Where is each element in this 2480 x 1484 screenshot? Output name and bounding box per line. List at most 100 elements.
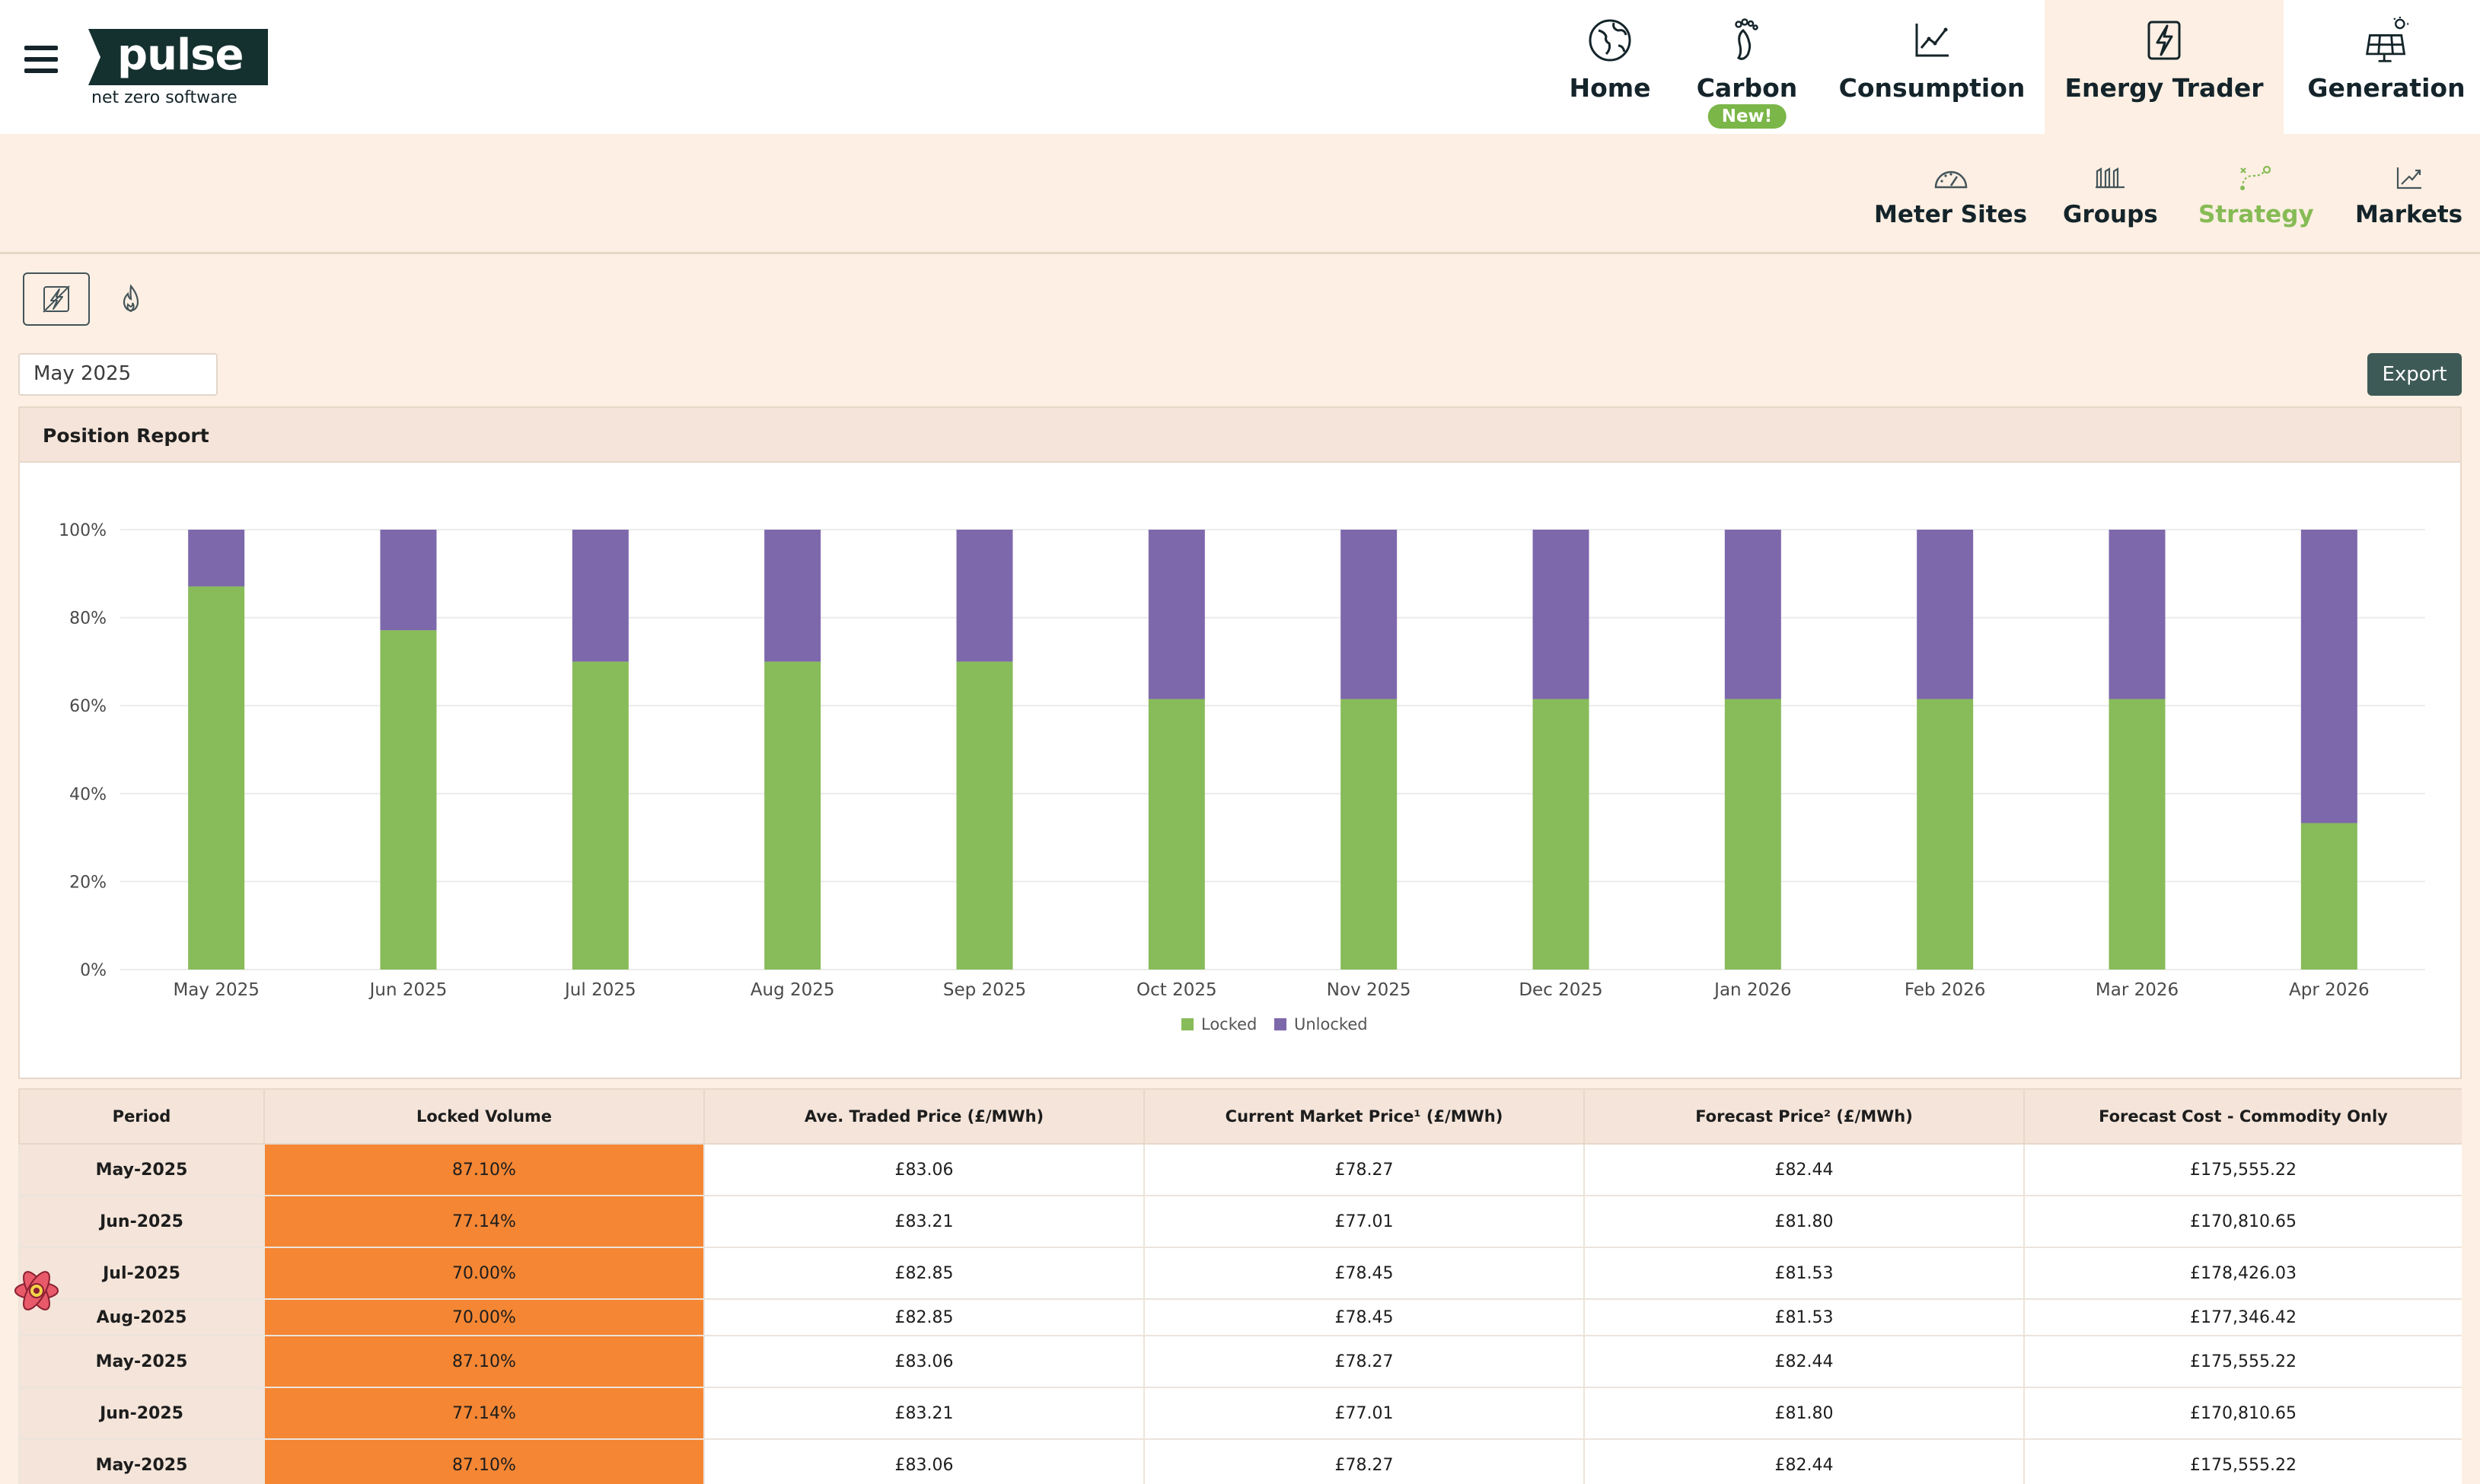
- subnav-groups[interactable]: Groups: [2063, 164, 2158, 228]
- bar-locked: [2300, 823, 2357, 970]
- x-tick-label: Aug 2025: [751, 980, 835, 1000]
- menu-icon[interactable]: [24, 46, 58, 73]
- solar-panel-icon: [2363, 17, 2410, 64]
- x-tick-label: Feb 2026: [1905, 980, 1986, 1000]
- nav-home[interactable]: Home: [1553, 0, 1667, 134]
- col-header-forecast-cost[interactable]: Forecast Cost - Commodity Only: [2023, 1088, 2462, 1145]
- month-picker[interactable]: May 2025: [18, 353, 218, 396]
- cell-period: May-2025: [18, 1335, 265, 1388]
- x-tick-label: Sep 2025: [943, 980, 1026, 1000]
- cell-period: May-2025: [18, 1143, 265, 1196]
- cell-current-market-price: £78.27: [1143, 1143, 1585, 1196]
- cell-ave-traded-price: £83.06: [703, 1143, 1145, 1196]
- cell-forecast-cost: £170,810.65: [2023, 1195, 2462, 1248]
- electricity-icon: [43, 285, 70, 313]
- line-chart-icon: [1908, 17, 1956, 64]
- col-header-locked-volume[interactable]: Locked Volume: [263, 1088, 705, 1145]
- bar-locked: [1340, 699, 1398, 970]
- cell-ave-traded-price: £82.85: [703, 1298, 1145, 1336]
- cell-forecast-price: £81.53: [1583, 1247, 2025, 1300]
- cell-current-market-price: £77.01: [1143, 1195, 1585, 1248]
- subnav-markets-label: Markets: [2355, 201, 2463, 228]
- cell-period: Jun-2025: [18, 1195, 265, 1248]
- cell-locked-volume: 70.00%: [263, 1298, 705, 1336]
- bar-locked: [380, 630, 437, 970]
- groups-icon: [2092, 164, 2128, 192]
- col-header-ave-traded-price[interactable]: Ave. Traded Price (£/MWh): [703, 1088, 1145, 1145]
- export-button[interactable]: Export: [2367, 353, 2462, 396]
- table-row[interactable]: Jun-2025 77.14% £83.21 £77.01 £81.80 £170,810…: [18, 1387, 2462, 1440]
- y-tick-label: 60%: [69, 697, 107, 716]
- y-tick-label: 80%: [69, 610, 107, 629]
- cell-forecast-price: £81.80: [1583, 1387, 2025, 1440]
- cell-current-market-price: £78.45: [1143, 1298, 1585, 1336]
- col-header-period[interactable]: Period: [18, 1088, 265, 1145]
- y-tick-label: 100%: [59, 521, 107, 540]
- nav-home-label: Home: [1569, 73, 1651, 103]
- y-tick-label: 20%: [69, 873, 107, 892]
- nav-consumption-label: Consumption: [1838, 73, 2026, 103]
- brand-tagline: net zero software: [91, 88, 237, 107]
- table-row[interactable]: May-2025 87.10% £83.06 £78.27 £82.44 £175,555…: [18, 1335, 2462, 1388]
- x-tick-label: Oct 2025: [1136, 980, 1217, 1000]
- strategy-icon: [2238, 164, 2274, 192]
- legend-swatch-unlocked: [1274, 1018, 1286, 1030]
- bar-unlocked: [188, 530, 245, 587]
- x-tick-label: Nov 2025: [1327, 980, 1411, 1000]
- gas-toggle[interactable]: [107, 272, 155, 326]
- cell-forecast-price: £82.44: [1583, 1143, 2025, 1196]
- cell-locked-volume: 77.14%: [263, 1195, 705, 1248]
- table-row[interactable]: Jul-2025 70.00% £82.85 £78.45 £81.53 £178,426…: [18, 1247, 2462, 1300]
- bar-locked: [2109, 699, 2166, 970]
- col-header-current-market-price[interactable]: Current Market Price¹ (£/MWh): [1143, 1088, 1585, 1145]
- subnav-meter-sites[interactable]: Meter Sites: [1874, 164, 2027, 228]
- table-row[interactable]: May-2025 87.10% £83.06 £78.27 £82.44 £175,555…: [18, 1438, 2462, 1484]
- bar-locked: [572, 661, 629, 970]
- table-row[interactable]: Jun-2025 77.14% £83.21 £77.01 £81.80 £170,810…: [18, 1195, 2462, 1248]
- bar-locked: [956, 661, 1013, 970]
- nav-generation[interactable]: Generation: [2293, 0, 2480, 134]
- brand-logo[interactable]: pulse net zero software: [88, 29, 268, 107]
- cell-period: Jul-2025: [18, 1247, 265, 1300]
- cell-forecast-price: £81.53: [1583, 1298, 2025, 1336]
- nav-carbon-label: Carbon: [1696, 73, 1798, 103]
- bar-unlocked: [1340, 530, 1398, 699]
- x-tick-label: Jun 2025: [368, 980, 448, 1000]
- bar-unlocked: [956, 530, 1013, 662]
- col-header-forecast-price[interactable]: Forecast Price² (£/MWh): [1583, 1088, 2025, 1145]
- react-devtools-icon[interactable]: [12, 1266, 61, 1315]
- cell-forecast-cost: £178,426.03: [2023, 1247, 2462, 1300]
- bar-locked: [1917, 699, 1974, 970]
- bar-locked: [188, 586, 245, 970]
- new-badge: New!: [1707, 104, 1787, 129]
- cell-current-market-price: £78.45: [1143, 1247, 1585, 1300]
- cell-ave-traded-price: £83.21: [703, 1387, 1145, 1440]
- cell-forecast-cost: £177,346.42: [2023, 1298, 2462, 1336]
- sub-nav: Meter Sites Groups Strategy Markets: [0, 134, 2480, 254]
- cell-ave-traded-price: £83.06: [703, 1438, 1145, 1484]
- brand-name: pulse: [117, 30, 244, 80]
- subnav-strategy[interactable]: Strategy: [2198, 164, 2314, 228]
- nav-carbon[interactable]: Carbon New!: [1686, 0, 1808, 134]
- x-tick-label: Dec 2025: [1519, 980, 1602, 1000]
- cell-period: Aug-2025: [18, 1298, 265, 1336]
- subnav-strategy-label: Strategy: [2198, 201, 2314, 228]
- x-tick-label: Jul 2025: [563, 980, 636, 1000]
- table-row[interactable]: May-2025 87.10% £83.06 £78.27 £82.44 £175,555…: [18, 1143, 2462, 1196]
- cell-forecast-cost: £175,555.22: [2023, 1438, 2462, 1484]
- bar-unlocked: [1724, 530, 1781, 699]
- legend-swatch-locked: [1181, 1018, 1194, 1030]
- electricity-toggle[interactable]: [23, 272, 90, 326]
- cell-current-market-price: £77.01: [1143, 1387, 1585, 1440]
- cell-forecast-price: £82.44: [1583, 1335, 2025, 1388]
- nav-energy-trader[interactable]: Energy Trader: [2045, 0, 2284, 134]
- cell-current-market-price: £78.27: [1143, 1438, 1585, 1484]
- cell-ave-traded-price: £83.06: [703, 1335, 1145, 1388]
- nav-consumption[interactable]: Consumption: [1833, 0, 2031, 134]
- table-row[interactable]: Aug-2025 70.00% £82.85 £78.45 £81.53 £177,346…: [18, 1298, 2462, 1336]
- x-tick-label: Apr 2026: [2289, 980, 2370, 1000]
- subnav-markets[interactable]: Markets: [2355, 164, 2462, 228]
- legend-label-locked: Locked: [1201, 1015, 1257, 1033]
- subnav-meter-sites-label: Meter Sites: [1874, 201, 2028, 228]
- cell-forecast-cost: £175,555.22: [2023, 1143, 2462, 1196]
